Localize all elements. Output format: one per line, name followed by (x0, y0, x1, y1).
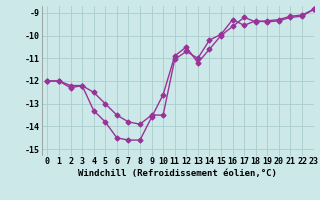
X-axis label: Windchill (Refroidissement éolien,°C): Windchill (Refroidissement éolien,°C) (78, 169, 277, 178)
